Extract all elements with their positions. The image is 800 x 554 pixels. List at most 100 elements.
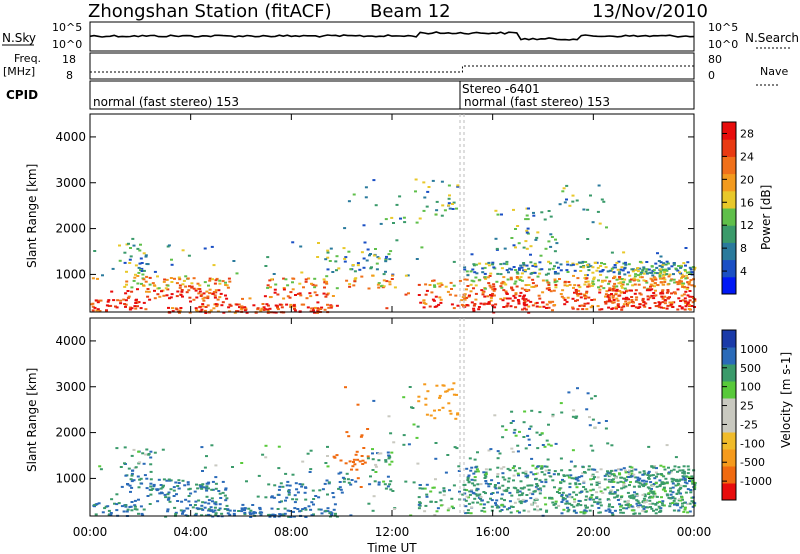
power-cell [683,269,687,271]
time-xaxis: 00:00 04:00 08:00 12:00 16:00 20:00 00:00 [73,114,712,539]
power-cell [615,278,619,281]
velocity-cell [627,506,631,509]
power-cell [592,278,596,281]
power-cell [292,304,296,307]
velocity-cell [648,487,651,490]
velocity-cell [508,500,512,503]
power-cell [466,274,470,277]
velocity-cell [618,473,622,476]
velocity-cell [500,509,504,511]
power-cell [590,284,594,287]
power-cell [661,295,665,298]
power-cell [607,297,611,300]
velocity-cell [123,446,127,449]
power-cell [139,269,142,271]
velocity-cell [677,484,681,486]
power-cell [654,294,658,297]
velocity-cell [162,484,165,487]
power-cell [581,308,585,311]
velocity-cell [514,434,518,437]
power-cell [571,200,575,203]
power-cell [568,283,572,286]
velocity-cell [309,508,313,511]
power-cell [382,285,386,288]
power-cell [581,260,585,263]
velocity-cell [281,513,285,516]
xtick-label: 00:00 [677,525,712,539]
velocity-cell [624,503,628,506]
power-cell [379,222,383,225]
power-cell [181,295,184,298]
velocity-cell [567,391,571,394]
velocity-cell [317,508,321,511]
velocity-cell [471,501,475,504]
power-cell [196,282,200,285]
velocity-cell [390,460,394,463]
power-cell [526,218,530,221]
velocity-cell [137,462,141,465]
power-cell [431,179,435,182]
power-cell [198,290,202,293]
power-cell [592,283,596,286]
velocity-cell [332,455,336,458]
velocity-colorbar-label-text: Velocity [779,401,793,448]
velocity-cell [671,482,675,485]
power-cell [576,277,580,280]
velocity-cell [468,493,472,496]
power-cell [596,305,600,308]
velocity-cell [658,485,662,488]
velocity-cell [654,482,658,485]
velocity-cell [120,485,124,488]
power-cell [549,233,553,236]
velocity-cell [356,458,360,461]
power-cell [261,303,265,305]
velocity-heatmap [92,382,697,518]
power-cell [309,310,313,313]
date-title: 13/Nov/2010 [592,1,708,22]
power-cell [153,270,157,273]
power-cell [441,204,445,207]
power-cell [206,304,210,307]
velocity-cell [277,488,281,491]
power-cell [605,290,609,293]
power-cell [148,298,152,301]
power-cell [447,202,451,205]
power-cell [578,286,582,289]
power-cell [360,275,364,278]
velocity-cell [484,468,488,471]
velocity-cell [590,494,594,496]
velocity-cell [674,456,678,459]
power-cell [616,299,620,302]
power-cell [248,297,252,300]
power-cell [598,291,602,294]
velocity-cell [547,443,551,446]
power-cell [575,199,579,202]
velocity-cell [501,436,505,439]
velocity-cell [151,487,155,490]
velocity-cell [669,502,672,505]
velocity-cell [210,444,214,447]
velocity-cell [625,501,629,504]
power-cell [395,239,399,242]
velocity-cell [137,498,140,501]
power-cell [494,209,498,212]
power-cell [553,278,557,281]
power-cell [646,295,650,298]
nsky-label: N.Sky [2,31,36,45]
velocity-cell [441,406,445,409]
velocity-cell [139,477,143,480]
power-cell [527,284,531,286]
power-cell [310,307,314,310]
velocity-cell [572,409,576,412]
power-cell [325,293,329,296]
power-cell [93,250,97,252]
power-cell [587,296,591,299]
power-cell [561,289,565,292]
velocity-cell [503,499,506,502]
velocity-cell [574,417,578,419]
velocity-cell [494,504,498,507]
velocity-cell [197,507,201,510]
velocity-cell [308,471,312,473]
power-cell [96,301,100,304]
power-cell [603,279,607,282]
